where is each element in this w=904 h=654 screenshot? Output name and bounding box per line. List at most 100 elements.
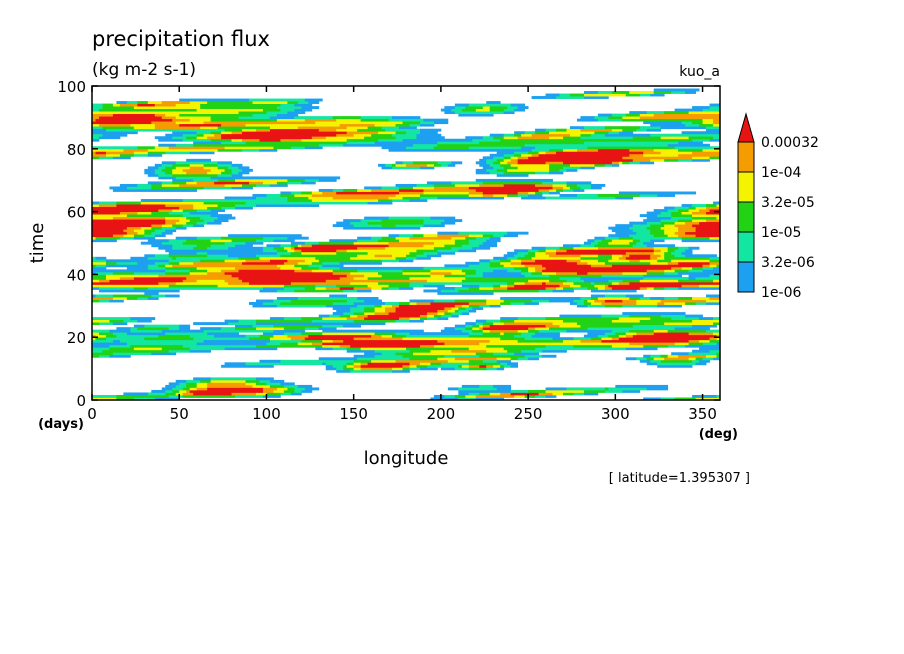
precip-cell xyxy=(629,234,655,238)
precip-cell xyxy=(207,206,222,210)
precip-cell xyxy=(193,377,212,381)
precip-cell xyxy=(639,116,721,120)
precip-cell xyxy=(639,259,658,263)
precip-cell xyxy=(594,236,606,240)
precip-cell xyxy=(573,337,592,341)
precip-cell xyxy=(175,281,229,285)
precip-cell xyxy=(381,224,396,228)
precip-cell xyxy=(350,344,421,348)
precip-cell xyxy=(426,163,435,167)
precip-cell xyxy=(140,201,205,205)
precip-cell xyxy=(276,387,288,391)
precip-cell xyxy=(559,324,581,328)
precip-cell xyxy=(158,246,173,250)
precip-cell xyxy=(587,304,606,308)
precip-cell xyxy=(175,236,198,240)
precip-cell xyxy=(266,111,288,115)
precip-cell xyxy=(503,166,519,170)
precip-cell xyxy=(357,314,369,318)
precip-cell xyxy=(643,153,679,157)
precip-cell xyxy=(531,299,550,303)
precip-cell xyxy=(517,317,546,321)
precip-cell xyxy=(119,183,138,187)
precip-cell xyxy=(395,256,407,260)
precip-cell xyxy=(524,337,553,341)
precip-cell xyxy=(290,281,351,285)
precip-cell xyxy=(507,269,522,273)
precip-cell xyxy=(249,181,264,185)
precip-cell xyxy=(563,136,581,140)
precip-cell xyxy=(224,168,232,172)
precip-cell xyxy=(308,264,323,268)
precip-cell xyxy=(531,133,571,137)
precip-cell xyxy=(556,128,567,132)
precip-cell xyxy=(409,251,424,255)
precip-cell xyxy=(580,166,595,170)
precip-cell xyxy=(301,249,337,253)
precip-cell xyxy=(133,347,163,351)
precip-cell xyxy=(193,143,320,147)
precip-cell xyxy=(521,146,536,150)
precip-cell xyxy=(95,337,107,341)
precip-cell xyxy=(273,324,323,328)
precip-cell xyxy=(367,221,424,225)
precip-cell xyxy=(583,279,609,283)
precip-cell xyxy=(406,131,421,135)
precip-cell xyxy=(531,246,546,250)
precip-cell xyxy=(123,229,135,233)
precip-cell xyxy=(486,319,501,323)
precip-cell xyxy=(496,173,529,177)
precip-cell xyxy=(231,392,257,396)
precip-cell xyxy=(245,201,369,205)
precip-cell xyxy=(514,266,529,270)
precip-cell xyxy=(105,264,149,268)
precip-cell xyxy=(549,166,564,170)
precip-cell xyxy=(514,151,529,155)
precip-cell xyxy=(92,153,107,157)
precip-cell xyxy=(357,239,379,243)
precip-cell xyxy=(535,394,546,398)
precip-cell xyxy=(692,216,717,220)
precip-cell xyxy=(479,304,491,308)
precip-cell xyxy=(472,246,491,250)
precip-cell xyxy=(433,246,452,250)
precip-cell xyxy=(601,274,644,278)
precip-cell xyxy=(280,138,302,142)
precip-cell xyxy=(643,344,669,348)
precip-cell xyxy=(604,294,627,298)
precip-cell xyxy=(451,161,463,165)
precip-cell xyxy=(301,251,337,255)
precip-cell xyxy=(207,246,229,250)
precip-cell xyxy=(168,349,191,353)
precip-cell xyxy=(601,339,689,343)
precip-cell xyxy=(92,226,128,230)
precip-cell xyxy=(98,156,114,160)
precip-cell xyxy=(597,259,609,263)
precip-cell xyxy=(493,256,508,260)
precip-cell xyxy=(322,261,341,265)
precip-cell xyxy=(468,103,512,107)
precip-cell xyxy=(210,176,341,180)
precip-cell xyxy=(273,246,285,250)
precip-cell xyxy=(583,392,599,396)
precip-cell xyxy=(653,234,669,238)
precip-cell xyxy=(402,269,431,273)
precip-cell xyxy=(112,332,128,336)
precip-cell xyxy=(440,289,459,293)
precip-cell xyxy=(325,286,341,290)
precip-cell xyxy=(416,256,431,260)
precip-cell xyxy=(287,387,295,391)
precip-cell xyxy=(713,121,721,125)
precip-cell xyxy=(531,153,539,157)
precip-cell xyxy=(161,161,177,165)
precip-cell xyxy=(542,354,557,358)
precip-cell xyxy=(273,299,292,303)
precip-cell xyxy=(692,211,707,215)
precip-cell xyxy=(622,161,630,165)
precip-cell xyxy=(133,234,145,238)
precip-cell xyxy=(590,281,595,285)
precip-cell xyxy=(217,178,236,182)
precip-cell xyxy=(395,131,407,135)
precip-cell xyxy=(573,281,592,285)
precip-cell xyxy=(517,329,529,333)
